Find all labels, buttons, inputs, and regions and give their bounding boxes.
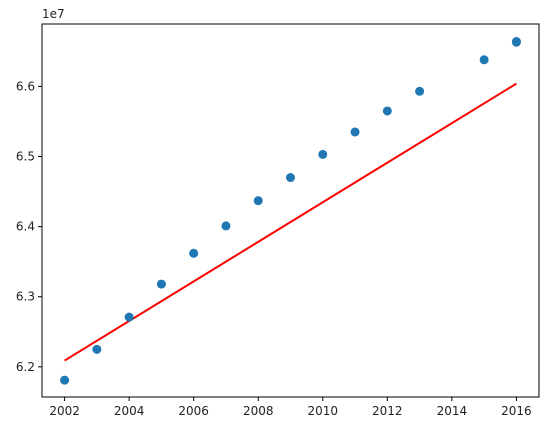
data-point [318, 149, 328, 159]
y-axis: 6.2 6.3 6.4 6.5 6.6 [16, 79, 42, 374]
x-tick-label: 2016 [501, 404, 532, 418]
data-point [189, 248, 199, 258]
x-axis: 2002 2004 2006 2008 2010 2012 2014 2016 [49, 397, 532, 418]
y-tick-label: 6.6 [16, 79, 35, 93]
data-point [124, 312, 134, 322]
y-tick-label: 6.4 [16, 220, 35, 234]
x-tick-label: 2010 [307, 404, 338, 418]
data-point [92, 344, 102, 354]
data-point [286, 173, 295, 183]
fit-line-group [64, 82, 517, 362]
x-tick-label: 2012 [372, 404, 403, 418]
data-point [382, 106, 392, 116]
data-point [253, 196, 263, 206]
x-tick-label: 2006 [178, 404, 209, 418]
x-tick-label: 2004 [114, 404, 145, 418]
data-point [350, 127, 360, 137]
fit-line [64, 82, 517, 362]
y-offset-label: 1e7 [42, 7, 65, 21]
data-point [156, 279, 166, 289]
data-points [60, 37, 521, 385]
data-point [221, 221, 231, 231]
data-point [415, 86, 425, 96]
data-point [511, 37, 521, 47]
y-tick-label: 6.2 [16, 360, 35, 374]
x-tick-label: 2014 [437, 404, 468, 418]
y-tick-label: 6.3 [16, 290, 35, 304]
y-tick-label: 6.5 [16, 150, 35, 164]
x-tick-label: 2008 [243, 404, 274, 418]
data-point [60, 375, 70, 385]
plot-frame [41, 23, 540, 398]
data-point [479, 55, 489, 65]
x-tick-label: 2002 [49, 404, 80, 418]
